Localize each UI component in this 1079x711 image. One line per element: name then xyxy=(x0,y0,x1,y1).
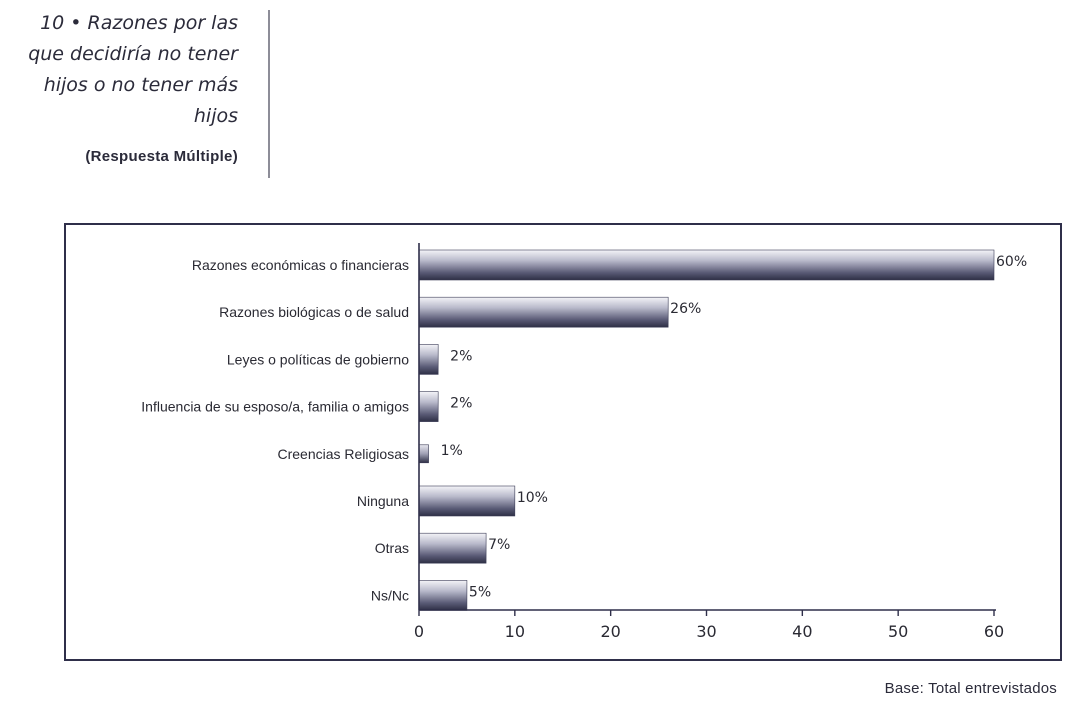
bar xyxy=(418,485,516,517)
category-label: Creencias Religiosas xyxy=(277,446,409,462)
chart-title: 10 • Razones por las que decidiría no te… xyxy=(28,12,238,127)
x-tick-label: 0 xyxy=(414,622,424,641)
bar xyxy=(418,580,468,611)
value-label: 2% xyxy=(450,348,472,364)
value-label: 1% xyxy=(441,443,463,459)
category-label: Leyes o políticas de gobierno xyxy=(227,351,409,367)
x-tick-label: 30 xyxy=(696,622,716,641)
value-label: 5% xyxy=(469,584,491,600)
category-label: Ns/Nc xyxy=(371,587,409,603)
bar xyxy=(418,444,429,464)
value-label: 10% xyxy=(517,490,548,506)
heading-divider xyxy=(268,10,270,178)
x-tick-label: 50 xyxy=(888,622,908,641)
bar xyxy=(418,296,669,328)
value-label: 7% xyxy=(488,537,510,553)
base-note: Base: Total entrevistados xyxy=(884,680,1057,697)
category-label: Ninguna xyxy=(357,493,409,509)
bar xyxy=(418,344,439,375)
bar xyxy=(418,391,439,422)
bar xyxy=(418,532,487,564)
x-tick-label: 40 xyxy=(792,622,812,641)
value-label: 26% xyxy=(670,301,701,317)
value-label: 60% xyxy=(996,254,1027,270)
category-label: Otras xyxy=(375,540,409,556)
x-tick-label: 20 xyxy=(600,622,620,641)
category-label: Influencia de su esposo/a, familia o ami… xyxy=(141,399,409,415)
x-tick-label: 10 xyxy=(505,622,525,641)
category-label: Razones económicas o financieras xyxy=(192,257,409,273)
chart-heading: 10 • Razones por las que decidiría no te… xyxy=(0,8,238,165)
bar xyxy=(418,249,995,281)
chart-subtitle: (Respuesta Múltiple) xyxy=(85,148,238,165)
category-label: Razones biológicas o de salud xyxy=(219,304,409,320)
value-label: 2% xyxy=(450,396,472,412)
x-tick-label: 60 xyxy=(984,622,1004,641)
chart-frame xyxy=(64,223,1062,661)
